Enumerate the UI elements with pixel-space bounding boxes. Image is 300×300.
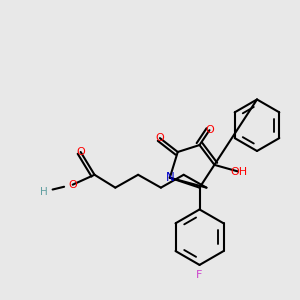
Text: O: O bbox=[68, 180, 77, 190]
Text: O: O bbox=[76, 147, 85, 157]
Text: F: F bbox=[196, 270, 203, 280]
Text: N: N bbox=[165, 171, 174, 184]
Text: O: O bbox=[205, 125, 214, 135]
Text: OH: OH bbox=[231, 167, 248, 177]
Text: H: H bbox=[40, 187, 48, 196]
Text: O: O bbox=[155, 133, 164, 143]
